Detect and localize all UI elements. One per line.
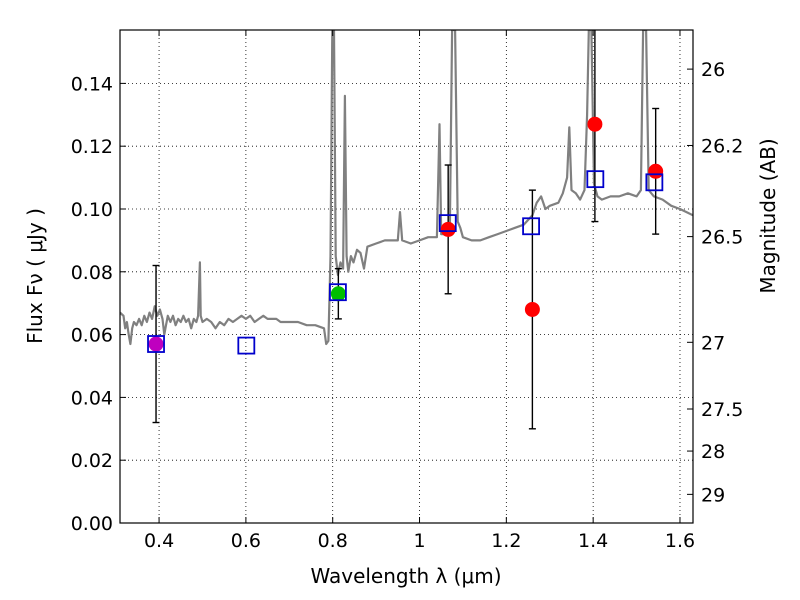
magnitude-tick-label: 27: [701, 332, 725, 354]
grid-lines: [120, 30, 693, 523]
magnitude-axis-ticks: 26 26.2 26.5 27 27.5 28 29: [687, 59, 743, 506]
x-axis-label: Wavelength λ (μm): [310, 564, 501, 588]
measured-flux-point: [587, 116, 603, 132]
model-band-square: [438, 214, 457, 233]
x-tick-label: 1.6: [665, 530, 695, 552]
y-tick-label: 0.12: [71, 136, 113, 158]
model-band-square: [147, 335, 165, 353]
y-tick-label: 0.02: [71, 450, 113, 472]
model-band-square: [645, 173, 664, 192]
x-tick-label: 1.2: [491, 530, 521, 552]
x-axis-ticks: 0.4 0.6 0.8 1 1.2 1.4 1.6: [144, 30, 695, 552]
error-bars: [152, 30, 660, 430]
measured-flux-point: [648, 163, 664, 179]
model-spectrum-layer: [120, 30, 693, 346]
x-tick-label: 0.4: [144, 530, 174, 552]
magnitude-tick-label: 26: [701, 59, 725, 81]
y-tick-label: 0.10: [71, 199, 113, 221]
magnitude-tick-label: 28: [701, 441, 725, 463]
right-axis-label: Magnitude (AB): [756, 138, 780, 293]
y-tick-label: 0.06: [71, 325, 113, 347]
y-tick-label: 0.08: [71, 262, 113, 284]
measured-flux-point: [524, 301, 540, 317]
y-axis-label: Flux Fν ( μJy ): [23, 208, 47, 344]
measured-flux-point: [148, 336, 164, 352]
y-tick-label: 0.04: [71, 387, 113, 409]
model-band-square: [329, 283, 347, 302]
model-spectrum-line: [120, 30, 693, 346]
model-band-squares: [147, 170, 664, 355]
x-tick-label: 1.4: [578, 530, 608, 552]
measured-points: [148, 116, 664, 352]
magnitude-tick-label: 27.5: [701, 399, 743, 421]
plot-area: [120, 30, 693, 430]
magnitude-tick-label: 29: [701, 484, 725, 506]
y-tick-label: 0.00: [71, 513, 113, 535]
model-band-square: [237, 336, 256, 355]
measured-flux-point: [440, 221, 456, 237]
x-tick-label: 0.6: [231, 530, 261, 552]
plot-frame: [119, 29, 694, 524]
magnitude-tick-label: 26.5: [701, 227, 743, 249]
y-tick-label: 0.14: [71, 73, 113, 95]
x-tick-label: 1: [413, 530, 425, 552]
model-band-square: [586, 170, 605, 189]
model-band-square: [522, 217, 540, 236]
x-tick-label: 0.8: [318, 530, 348, 552]
y-axis-ticks: 0.00 0.02 0.04 0.06 0.08 0.10 0.12 0.14: [71, 73, 126, 535]
measured-flux-point: [330, 286, 346, 302]
magnitude-tick-label: 26.2: [701, 135, 743, 157]
